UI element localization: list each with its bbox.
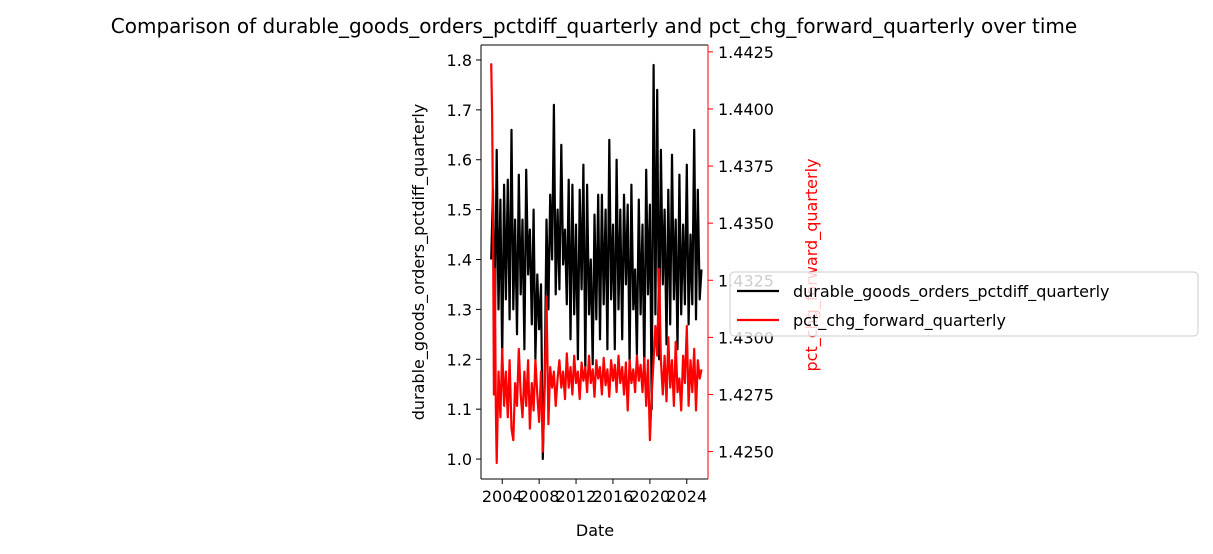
x-tick-label: 2012 xyxy=(556,487,597,506)
x-tick-label: 2024 xyxy=(666,487,707,506)
plot-area xyxy=(480,44,709,480)
x-tick-label: 2020 xyxy=(630,487,671,506)
series-line-durable-goods xyxy=(490,63,703,461)
y-right-tick-label: 1.4275 xyxy=(718,385,774,404)
y-right-tick-label: 1.4425 xyxy=(718,43,774,62)
y-left-tick-label: 1.3 xyxy=(447,300,472,319)
y-left-tick-label: 1.0 xyxy=(447,450,472,469)
legend-label: pct_chg_forward_quarterly xyxy=(793,311,1006,331)
y-left-tick-label: 1.7 xyxy=(447,101,472,120)
y-right-tick-label: 1.4350 xyxy=(718,214,774,233)
y-axis-left-label: durable_goods_orders_pctdiff_quarterly xyxy=(409,104,429,421)
x-tick-label: 2008 xyxy=(519,487,560,506)
x-tick-label: 2016 xyxy=(593,487,634,506)
y-left-tick-label: 1.5 xyxy=(447,201,472,220)
y-left-tick-label: 1.1 xyxy=(447,400,472,419)
y-right-tick-label: 1.4375 xyxy=(718,157,774,176)
y-right-tick-label: 1.4400 xyxy=(718,100,774,119)
y-left-tick-label: 1.8 xyxy=(447,51,472,70)
chart-title: Comparison of durable_goods_orders_pctdi… xyxy=(111,14,1077,38)
x-axis-label: Date xyxy=(576,521,614,540)
y-axis-right-label: pct_chg_forward_quarterly xyxy=(802,159,822,372)
y-right-tick-label: 1.4250 xyxy=(718,443,774,462)
y-axis-left: 1.0 1.1 1.2 1.3 1.4 1.5 1.6 1.7 1.8 xyxy=(447,51,481,469)
legend-label: durable_goods_orders_pctdiff_quarterly xyxy=(793,282,1110,302)
legend: durable_goods_orders_pctdiff_quarterlypc… xyxy=(729,271,1199,337)
y-axis-right: 1.42501.42751.43001.43251.43501.43751.44… xyxy=(708,43,774,462)
y-left-tick-label: 1.4 xyxy=(447,251,472,270)
x-tick-label: 2004 xyxy=(482,487,523,506)
y-left-tick-label: 1.2 xyxy=(447,350,472,369)
series-line-pct-chg-forward xyxy=(490,63,703,465)
legend-box xyxy=(729,271,1199,337)
y-left-tick-label: 1.6 xyxy=(447,151,472,170)
